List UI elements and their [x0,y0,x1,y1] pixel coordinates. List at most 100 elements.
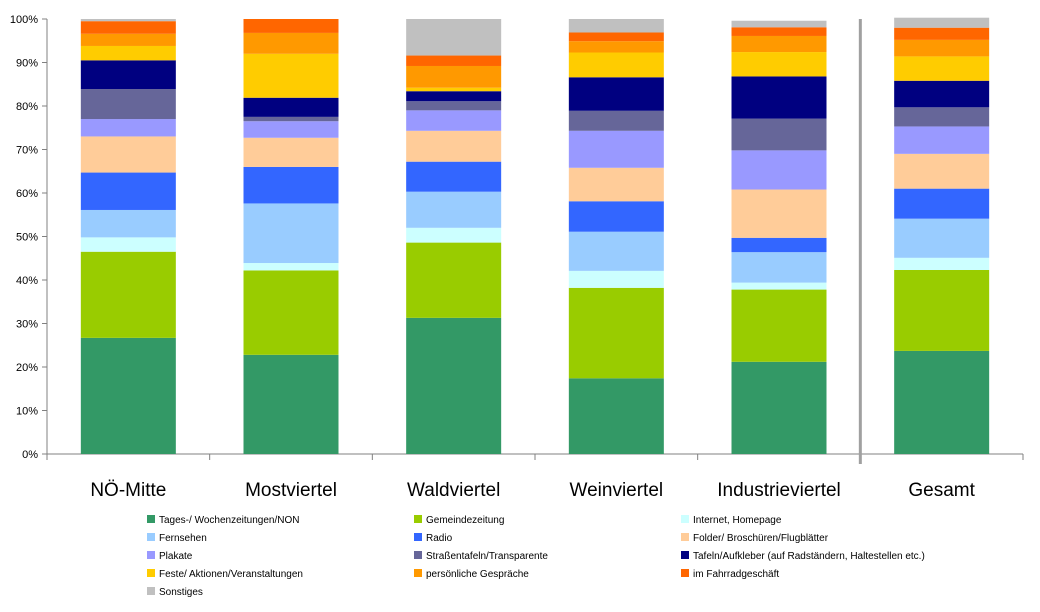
y-tick-label: 90% [16,58,38,70]
bar-segment [568,41,664,53]
legend-swatch [147,551,155,559]
bar-segment [894,188,990,219]
x-category-label: Gesamt [908,480,975,501]
legend-label: Plakate [159,551,193,562]
bar-segment [80,19,176,22]
bar-segment [243,32,339,54]
legend-swatch [414,551,422,559]
legend-label: Tages-/ Wochenzeitungen/NON [159,515,299,526]
bar-segment [568,287,664,379]
bar-segment [80,33,176,46]
x-category-label: NÖ-Mitte [90,480,166,501]
bar-segment [80,172,176,210]
bar-segment [243,53,339,98]
bar-segment [406,91,502,102]
bar-segment [243,19,339,33]
bar-segment [568,378,664,454]
y-tick-label: 50% [16,232,38,244]
bar-segment [568,167,664,202]
bar-segment [894,350,990,454]
legend-label: Folder/ Broschüren/Flugblätter [693,533,829,544]
legend-swatch [681,533,689,541]
bar-segment [731,20,827,28]
bar-segment [731,282,827,290]
bar-segment [731,118,827,151]
bar-segment [894,126,990,154]
bar-segment [894,80,990,108]
legend-swatch [147,569,155,577]
bar-segment [568,77,664,111]
y-tick-label: 10% [16,406,38,418]
bar-segment [80,89,176,120]
x-category-label: Mostviertel [245,480,337,501]
bar-segment [731,289,827,362]
bar-segment [894,56,990,81]
bar-segment [731,35,827,53]
bar-segment [568,52,664,78]
bar-segment [894,27,990,40]
bar-segment [406,65,502,88]
bar-segment [894,257,990,270]
bar-segment [568,19,664,33]
bar-segment [731,361,827,454]
bar-segment [894,269,990,351]
bar-segment [406,191,502,228]
y-tick-label: 30% [16,319,38,331]
bar-segment [406,161,502,192]
y-tick-label: 60% [16,188,38,200]
legend-label: Feste/ Aktionen/Veranstaltungen [159,569,303,580]
bar-segment [894,107,990,127]
legend-swatch [681,551,689,559]
bar-segment [406,130,502,162]
bar-segment [894,39,990,57]
bar-segment [80,45,176,61]
bar-segment [80,337,176,454]
legend-label: Radio [426,533,453,544]
bar-segment [731,150,827,190]
bar-segment [406,227,502,243]
x-category-label: Waldviertel [407,480,500,501]
bar-segment [80,136,176,173]
bar-segment [80,60,176,90]
bar-segment [731,52,827,77]
legend-label: Gemeindezeitung [426,515,504,526]
x-category-label: Industrieviertel [717,480,841,501]
bar-segment [243,121,339,138]
bar-segment [243,354,339,454]
bar-segment [568,231,664,271]
bar-segment [894,218,990,258]
bar-segment [80,21,176,34]
legend-swatch [681,515,689,523]
bar-segment [568,110,664,131]
bar-segment [243,270,339,355]
bar-segment [894,153,990,189]
bar-segment [731,189,827,238]
legend-swatch [414,533,422,541]
y-tick-label: 20% [16,362,38,374]
bar-segment [406,55,502,66]
legend-label: Straßentafeln/Transparente [426,551,548,562]
legend-label: Internet, Homepage [693,515,782,526]
y-tick-label: 70% [16,145,38,157]
bar-segment [406,19,502,56]
bar-segment [731,27,827,36]
legend-label: Sonstiges [159,587,203,598]
y-tick-label: 80% [16,101,38,113]
bar-segment [406,101,502,111]
bar-segment [731,237,827,253]
legend-swatch [147,533,155,541]
legend-swatch [414,569,422,577]
legend-swatch [681,569,689,577]
legend-label: Tafeln/Aufkleber (auf Radständern, Halte… [693,551,925,562]
x-category-label: Weinviertel [570,480,664,501]
bar-segment [731,76,827,119]
bar-segment [243,166,339,204]
legend-swatch [147,587,155,595]
bar-segment [80,251,176,338]
bar-segment [568,201,664,232]
legend-label: persönliche Gespräche [426,569,529,580]
bar-segment [406,242,502,318]
bar-segment [80,209,176,238]
legend-swatch [414,515,422,523]
